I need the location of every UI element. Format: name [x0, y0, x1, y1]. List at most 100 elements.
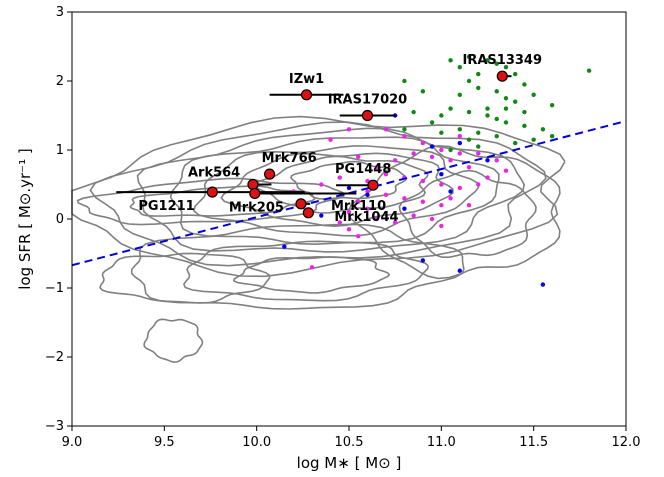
sample-point: [439, 182, 444, 187]
sample-point: [346, 185, 352, 191]
y-tick-label: −3: [45, 419, 64, 434]
x-tick-label: 10.0: [242, 435, 271, 450]
sample-point: [439, 171, 444, 177]
sample-point: [420, 178, 426, 184]
target-point: [361, 109, 374, 122]
contour-line: [169, 136, 500, 246]
sample-point: [448, 189, 453, 194]
x-axis: 9.0 9.5 10.0 10.5 11.0 11.5 12.0: [62, 426, 641, 450]
contour-line: [129, 185, 316, 217]
sample-point: [411, 109, 416, 115]
sample-point: [549, 102, 555, 108]
sample-point: [494, 89, 499, 94]
sample-point: [513, 140, 518, 146]
target-points: IZw1 IRAS13349 IRAS17020 Mrk766 Ark564 PG1211…: [116, 53, 542, 225]
sample-point: [356, 154, 361, 160]
sample-point: [439, 113, 444, 118]
contour-line: [130, 223, 465, 310]
sample-point: [466, 54, 472, 60]
sample-point: [485, 175, 490, 180]
sample-point: [448, 106, 453, 111]
x-tick-label: 10.5: [335, 435, 364, 450]
sample-point: [346, 127, 352, 132]
target-point: [496, 70, 508, 82]
sample-point: [319, 213, 324, 218]
contour-line: [143, 318, 204, 363]
sample-point: [365, 189, 370, 194]
sample-point: [476, 182, 481, 187]
y-tick-label: 0: [56, 212, 64, 227]
sample-point: [457, 185, 462, 191]
sample-point: [402, 196, 407, 201]
target-point: [247, 178, 259, 191]
target-label: PG1211: [138, 199, 194, 214]
target-label: Ark564: [188, 166, 240, 181]
sample-point: [282, 244, 287, 249]
target-label: Mrk110: [331, 199, 386, 214]
sample-point: [337, 220, 342, 225]
sample-point: [457, 92, 462, 98]
target-point: [367, 179, 379, 191]
sample-point: [402, 206, 407, 211]
x-axis-label: log M∗ [ M⊙ ]: [297, 454, 402, 472]
sample-point: [494, 116, 499, 122]
sample-point: [540, 282, 546, 287]
sample-point: [439, 203, 444, 208]
sample-point: [586, 68, 592, 73]
target-point: [300, 89, 313, 101]
sample-point: [485, 113, 490, 118]
sample-point: [476, 130, 481, 135]
sample-point: [513, 71, 518, 77]
sample-point: [476, 85, 481, 91]
sample-point: [457, 127, 462, 132]
contour-line: [71, 115, 566, 278]
x-tick-label: 12.0: [612, 435, 641, 450]
sample-point: [328, 137, 333, 142]
sample-point: [503, 96, 509, 101]
contour-lines: [71, 115, 566, 363]
sample-point: [429, 120, 435, 125]
sample-point: [485, 58, 490, 63]
sample-point: [383, 127, 389, 132]
sample-point: [485, 106, 490, 111]
target-point: [249, 187, 261, 200]
sample-point: [466, 137, 472, 142]
sample-point: [466, 78, 472, 84]
contour-line: [232, 256, 391, 294]
sample-point: [356, 234, 361, 239]
sample-point: [429, 216, 435, 222]
sample-point: [420, 89, 426, 94]
sample-point: [346, 227, 352, 232]
sample-point: [513, 99, 518, 104]
sample-point: [402, 134, 407, 139]
sample-point: [411, 213, 416, 218]
y-tick-label: 3: [56, 5, 64, 20]
sample-point: [365, 192, 370, 198]
sample-point: [549, 134, 555, 139]
sample-point: [494, 134, 499, 139]
sample-point: [420, 140, 426, 146]
contour-line: [99, 252, 271, 304]
sample-point: [429, 144, 435, 149]
target-label: Mrk766: [262, 151, 317, 166]
sample-point: [402, 127, 407, 132]
sample-point: [337, 175, 342, 180]
sample-point: [476, 151, 481, 156]
sample-point: [457, 140, 462, 146]
x-tick-label: 11.5: [519, 435, 548, 450]
contour-line: [182, 240, 430, 302]
sample-point: [503, 168, 509, 173]
target-label: IRAS17020: [328, 93, 408, 108]
sample-point: [383, 171, 389, 177]
sample-point: [439, 147, 444, 153]
sample-point: [522, 82, 527, 87]
sample-point: [448, 147, 453, 153]
sample-point: [457, 268, 462, 273]
contour-line: [76, 177, 346, 226]
target-point: [206, 186, 218, 198]
target-label: Mrk1044: [334, 210, 398, 225]
sample-point: [402, 78, 407, 84]
sample-point: [476, 71, 481, 77]
sample-point: [439, 130, 444, 135]
